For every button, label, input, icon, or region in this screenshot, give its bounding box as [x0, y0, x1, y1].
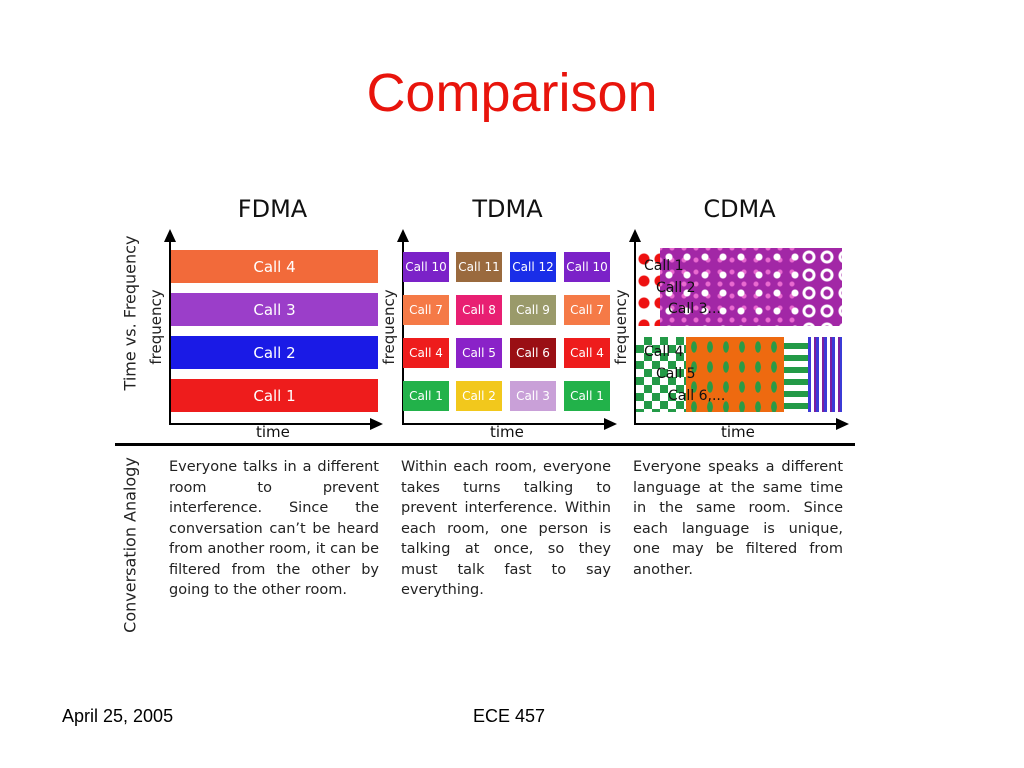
tdma-cell: Call 12 [510, 252, 556, 282]
footer-course: ECE 457 [473, 706, 546, 726]
cdma-pattern-block [800, 248, 842, 326]
tdma-cell: Call 10 [564, 252, 610, 282]
fdma-bar-call-1: Call 1 [171, 379, 378, 412]
tdma-y-arrow-icon [397, 229, 409, 242]
cdma-pattern-block [660, 248, 800, 326]
tdma-cell: Call 7 [403, 295, 449, 325]
tdma-cell: Call 4 [403, 338, 449, 368]
fdma-x-arrow-icon [370, 418, 383, 430]
tdma-cell: Call 4 [564, 338, 610, 368]
tdma-cell: Call 2 [456, 381, 502, 411]
panel-title-cdma: CDMA [703, 195, 776, 223]
tdma-description: Within each room, everyone takes turns t… [401, 459, 611, 598]
row-label-time-vs-frequency: Time vs. Frequency [120, 235, 140, 391]
tdma-cell: Call 8 [456, 295, 502, 325]
cdma-y-arrow-icon [629, 229, 641, 242]
panel-title-fdma: FDMA [237, 195, 308, 223]
cdma-pattern-block [636, 337, 686, 412]
cdma-pattern-block [784, 337, 808, 412]
section-divider [115, 443, 855, 446]
tdma-cell: Call 1 [564, 381, 610, 411]
tdma-y-axis [402, 240, 404, 424]
tdma-cell: Call 5 [456, 338, 502, 368]
cdma-x-axis [634, 423, 837, 425]
cdma-pattern-block [808, 337, 842, 412]
footer-date: April 25, 2005 [62, 706, 174, 726]
fdma-x-label: time [256, 423, 290, 441]
tdma-x-arrow-icon [604, 418, 617, 430]
fdma-description: Everyone talks in a different room to pr… [169, 459, 379, 598]
cdma-label-call-5: Call 5 [656, 366, 696, 382]
cdma-label-call-6: Call 6,... [668, 388, 726, 404]
tdma-cell: Call 1 [403, 381, 449, 411]
row-label-conversation-analogy: Conversation Analogy [120, 457, 140, 633]
cdma-label-call-1: Call 1 [644, 258, 684, 274]
tdma-y-label: frequency [380, 289, 398, 365]
cdma-label-call-4: Call 4 [644, 344, 684, 360]
slide-title: Comparison [366, 63, 658, 123]
comparison-figure: Time vs. Frequency Conversation Analogy … [110, 185, 860, 645]
fdma-y-arrow-icon [164, 229, 176, 242]
tdma-cell: Call 3 [510, 381, 556, 411]
cdma-pattern-block [636, 248, 660, 326]
tdma-x-axis [402, 423, 605, 425]
cdma-x-arrow-icon [836, 418, 849, 430]
fdma-x-axis [169, 423, 371, 425]
panel-title-tdma: TDMA [472, 195, 543, 223]
tdma-cell: Call 11 [456, 252, 502, 282]
cdma-y-axis [634, 240, 636, 424]
fdma-bar-call-3: Call 3 [171, 293, 378, 326]
cdma-pattern-block [686, 337, 784, 412]
tdma-cell: Call 6 [510, 338, 556, 368]
fdma-y-label: frequency [147, 289, 165, 365]
cdma-label-call-3: Call 3... [668, 301, 721, 317]
cdma-label-call-2: Call 2 [656, 280, 696, 296]
cdma-y-label: frequency [612, 289, 630, 365]
fdma-bar-call-4: Call 4 [171, 250, 378, 283]
fdma-bar-call-2: Call 2 [171, 336, 378, 369]
fdma-y-axis [169, 240, 171, 424]
tdma-cell: Call 9 [510, 295, 556, 325]
tdma-cell: Call 10 [403, 252, 449, 282]
cdma-x-label: time [721, 423, 755, 441]
tdma-x-label: time [490, 423, 524, 441]
tdma-cell: Call 7 [564, 295, 610, 325]
cdma-description: Everyone speaks a different language at … [633, 459, 843, 578]
